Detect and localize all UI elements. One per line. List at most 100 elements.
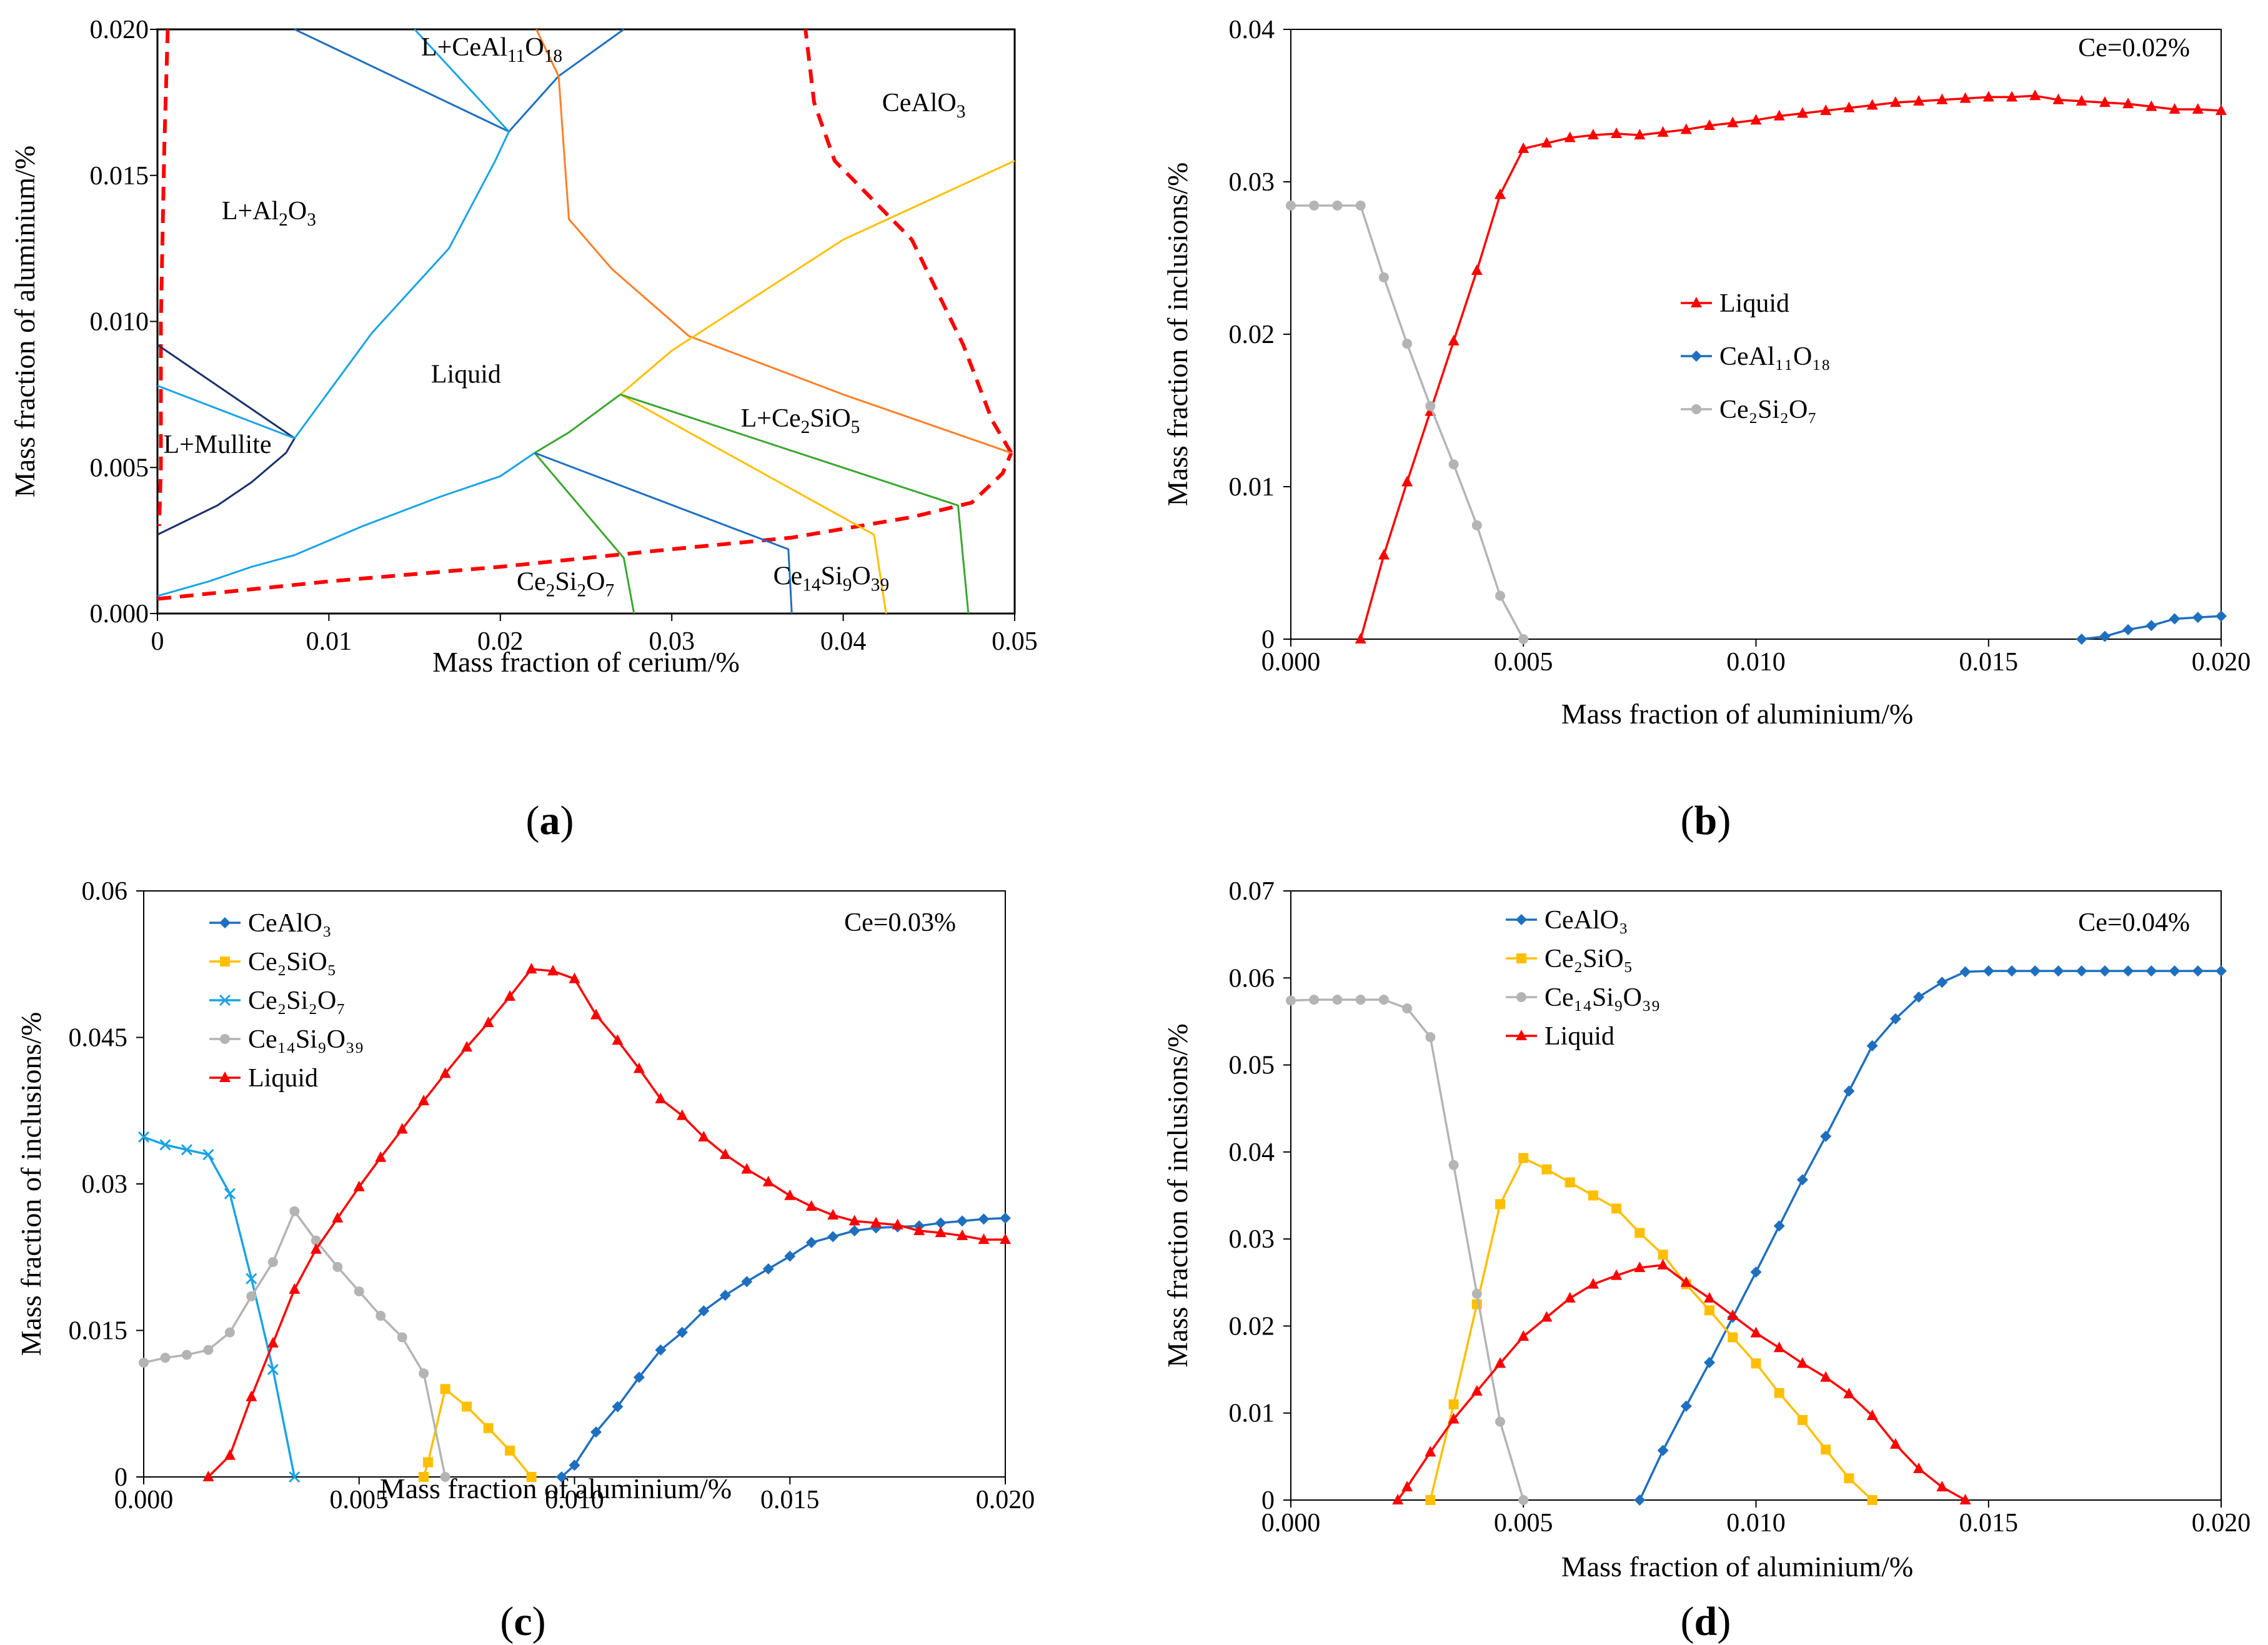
y-tick-label: 0.015 — [90, 162, 149, 191]
data-point — [1448, 334, 1460, 345]
data-point — [1634, 1228, 1645, 1238]
data-point — [1634, 1494, 1646, 1506]
data-point — [1495, 188, 1506, 199]
legend-label: CeAl₁₁O₁₈ — [1719, 342, 1831, 371]
data-point — [2076, 965, 2087, 977]
data-point — [1773, 1341, 1785, 1353]
data-point — [1425, 1495, 1436, 1505]
data-point — [267, 1336, 279, 1348]
data-point — [1867, 1495, 1878, 1505]
data-point — [569, 972, 580, 983]
series-line — [1396, 1264, 1966, 1501]
data-point — [1425, 1446, 1436, 1457]
marker-stroke — [159, 1139, 171, 1151]
x-axis-label: Mass fraction of aluminium/% — [1561, 1551, 1913, 1583]
data-point — [1658, 1250, 1668, 1260]
data-point — [1425, 400, 1436, 411]
data-point — [741, 1276, 753, 1288]
y-axis-label: Mass fraction of inclusions/% — [1161, 1023, 1193, 1368]
data-point — [698, 1305, 710, 1317]
chart-panel-c: 0.000 0.005 0.010 0.015 0.020 0 0.015 0.03 0.045… — [15, 877, 1035, 1644]
x-tick-label: 0.01 — [306, 627, 352, 656]
marker-stroke — [202, 1149, 214, 1161]
data-point — [311, 1235, 321, 1246]
data-point — [1541, 137, 1553, 148]
marker-stroke — [289, 1471, 301, 1483]
composition-note: Ce=0.04% — [2078, 908, 2190, 937]
data-point — [354, 1286, 364, 1296]
data-point — [1844, 1473, 1854, 1484]
data-point — [1471, 1384, 1483, 1396]
y-tick-label: 0.06 — [1229, 964, 1275, 993]
y-axis-label: Mass fraction of inclusions/% — [1161, 162, 1193, 507]
series-line — [143, 1136, 296, 1478]
data-point — [1889, 96, 1901, 107]
data-point — [1820, 104, 1832, 116]
legend-marker — [219, 1071, 231, 1082]
data-point — [2006, 965, 2017, 977]
data-point — [289, 1206, 300, 1216]
data-point — [655, 1092, 667, 1103]
data-point — [1704, 119, 1716, 130]
data-point — [267, 1257, 278, 1268]
y-tick-label: 0.05 — [1229, 1051, 1275, 1080]
data-point — [505, 1445, 515, 1456]
y-tick-label: 0 — [1261, 1486, 1275, 1515]
data-point — [1000, 1233, 1011, 1245]
data-point — [1378, 995, 1389, 1005]
data-point — [2216, 610, 2227, 622]
plot-frame — [1290, 890, 2222, 1501]
data-point — [935, 1217, 947, 1229]
y-tick-label: 0 — [114, 1463, 127, 1492]
data-point — [612, 1401, 624, 1413]
y-tick-label: 0.010 — [90, 308, 149, 337]
data-point — [2192, 612, 2204, 624]
data-point — [870, 1216, 882, 1228]
data-point — [376, 1311, 386, 1321]
data-point — [2146, 620, 2157, 632]
region-label: L+Mullite — [164, 430, 272, 459]
phase-boundary — [535, 29, 1012, 454]
y-tick-label: 0.045 — [69, 1024, 128, 1053]
data-point — [289, 1471, 301, 1483]
data-point — [741, 1163, 753, 1174]
data-point — [461, 1041, 473, 1052]
y-tick-label: 0.04 — [1229, 1138, 1275, 1167]
data-point — [418, 1095, 430, 1106]
data-point — [482, 1016, 494, 1028]
data-point — [246, 1273, 257, 1285]
phase-boundary — [294, 131, 510, 439]
x-tick-label: 0.020 — [2192, 1509, 2251, 1538]
data-point — [1796, 1357, 1808, 1368]
series-line — [560, 1216, 1006, 1478]
data-point — [1286, 200, 1296, 211]
data-point — [1401, 1481, 1413, 1492]
data-point — [1448, 1160, 1459, 1170]
data-point — [1448, 1413, 1460, 1424]
data-point — [2122, 965, 2134, 977]
y-tick-label: 0.07 — [1229, 877, 1275, 906]
data-point — [1309, 995, 1320, 1005]
phase-boundary-dashed — [157, 452, 1013, 601]
legend-marker — [1691, 297, 1702, 307]
region-label: L+CeAl11O18 — [421, 33, 562, 66]
data-point — [1936, 1481, 1948, 1492]
phase-boundary — [157, 384, 296, 439]
series-line — [422, 1388, 532, 1478]
data-point — [633, 1062, 645, 1073]
data-point — [1796, 107, 1808, 118]
region-label: Ce2Si2O7 — [517, 568, 614, 601]
data-point — [913, 1225, 925, 1236]
data-point — [827, 1209, 839, 1220]
data-point — [1657, 1258, 1669, 1270]
panel-caption: (d) — [1681, 1599, 1731, 1644]
data-point — [419, 1472, 429, 1482]
data-point — [1936, 977, 1948, 988]
data-point — [2099, 965, 2111, 977]
legend-label: CeAlO₃ — [1544, 906, 1628, 935]
data-point — [2076, 94, 2087, 106]
chart-panel-b: 0.000 0.005 0.010 0.015 0.020 0 0.01 0.02 0.03 0.… — [1161, 16, 2251, 843]
data-point — [1913, 991, 1925, 1003]
x-axis-label: Mass fraction of aluminium/% — [1561, 698, 1913, 730]
data-point — [1634, 129, 1646, 140]
